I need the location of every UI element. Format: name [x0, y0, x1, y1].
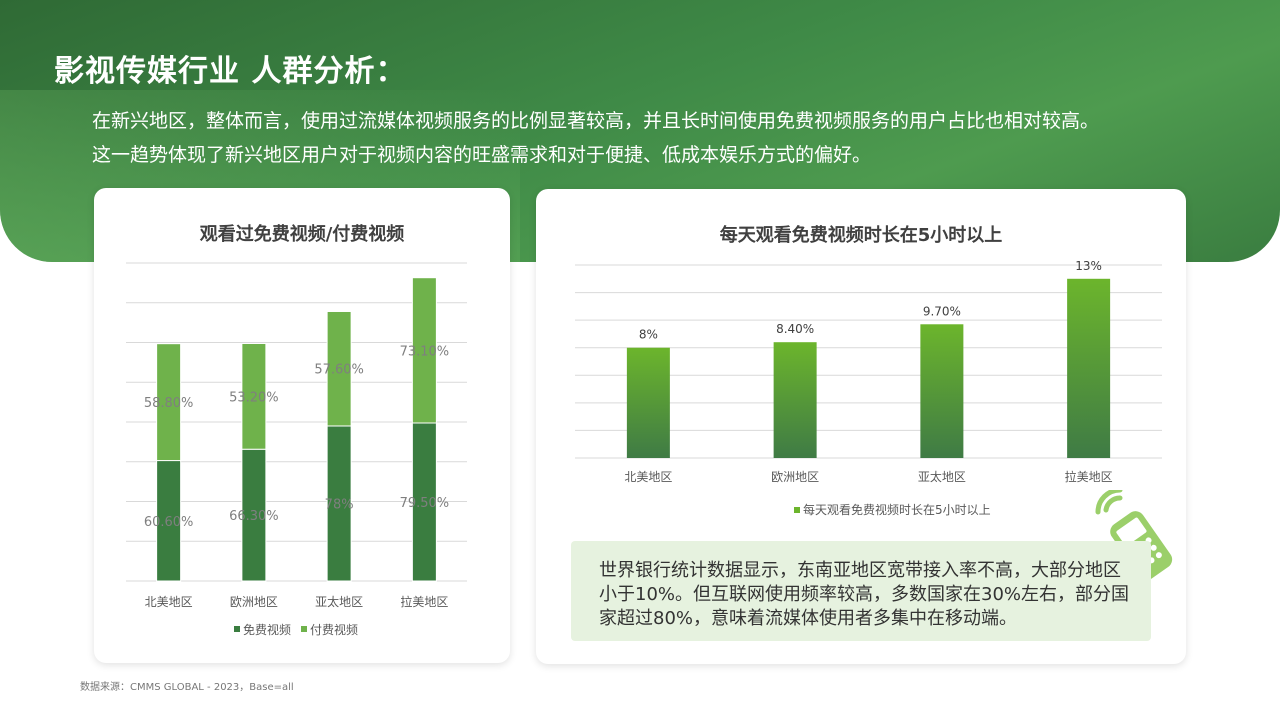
x-tick-label: 拉美地区	[1065, 469, 1113, 484]
data-label: 60.60%	[144, 515, 194, 530]
intro-text: 在新兴地区，整体而言，使用过流媒体视频服务的比例显著较高，并且长时间使用免费视频…	[92, 104, 1212, 172]
chart-title-5h: 每天观看免费视频时长在5小时以上	[719, 225, 1003, 246]
bar	[1067, 278, 1111, 458]
data-label: 78%	[325, 497, 354, 512]
bar	[626, 347, 670, 458]
data-label: 66.30%	[229, 509, 279, 524]
legend-swatch	[301, 626, 307, 632]
page-title: 影视传媒行业 人群分析：	[54, 54, 407, 89]
stacked-bar-chart: 60.60% 58.80% 北美地区 66.30% 53.20% 欧洲地区 78% 57.60…	[126, 262, 467, 637]
x-tick-label: 欧洲地区	[230, 595, 278, 609]
data-label: 13%	[1075, 259, 1102, 273]
legend-label: 付费视频	[310, 622, 358, 637]
data-label: 73.10%	[400, 344, 450, 359]
data-label: 8%	[639, 328, 658, 342]
intro-line-2: 这一趋势体现了新兴地区用户对于视频内容的旺盛需求和对于便捷、低成本娱乐方式的偏好…	[92, 144, 872, 166]
data-label: 53.20%	[229, 390, 279, 405]
legend-label: 免费视频	[243, 622, 291, 637]
legend-label: 每天观看免费视频时长在5小时以上	[803, 502, 991, 517]
x-tick-label: 北美地区	[624, 470, 672, 484]
bar-segment	[326, 310, 352, 427]
bar-segment	[241, 448, 267, 582]
insight-note: 世界银行统计数据显示，东南亚地区宽带接入率不高，大部分地区小于10%。但互联网使…	[571, 541, 1151, 641]
x-tick-label: 亚太地区	[918, 469, 966, 484]
x-tick-label: 北美地区	[145, 595, 193, 609]
bar-segment	[411, 277, 437, 424]
data-source: 数据来源：CMMS GLOBAL - 2023，Base=all	[80, 682, 294, 693]
bar-chart-5h: 8% 北美地区 8.40% 欧洲地区 9.70% 亚太地区 13% 拉美地区每天观看免费视频时…	[575, 259, 1162, 517]
data-label: 9.70%	[923, 304, 961, 318]
bar-segment	[156, 343, 182, 462]
data-label: 58.80%	[144, 396, 194, 411]
x-tick-label: 欧洲地区	[771, 470, 819, 484]
insight-note-text: 世界银行统计数据显示，东南亚地区宽带接入率不高，大部分地区小于10%。但互联网使…	[599, 560, 1130, 629]
intro-line-1: 在新兴地区，整体而言，使用过流媒体视频服务的比例显著较高，并且长时间使用免费视频…	[92, 110, 1100, 132]
data-label: 79.50%	[400, 496, 450, 511]
data-label: 8.40%	[776, 322, 814, 336]
bar-segment	[156, 460, 182, 582]
bar	[773, 342, 817, 458]
legend-swatch	[234, 626, 240, 632]
legend-swatch	[794, 507, 800, 513]
chart-card-free-paid: 观看过免费视频/付费视频 60.60% 58.80% 北美地区 66.30% 53.20…	[94, 188, 510, 663]
bar-segment	[326, 425, 352, 582]
x-tick-label: 拉美地区	[400, 594, 448, 609]
chart-title-free-paid: 观看过免费视频/付费视频	[199, 224, 405, 245]
x-tick-label: 亚太地区	[315, 594, 363, 609]
bar-segment	[241, 342, 267, 450]
data-label: 57.60%	[314, 363, 364, 378]
bar	[920, 324, 964, 458]
